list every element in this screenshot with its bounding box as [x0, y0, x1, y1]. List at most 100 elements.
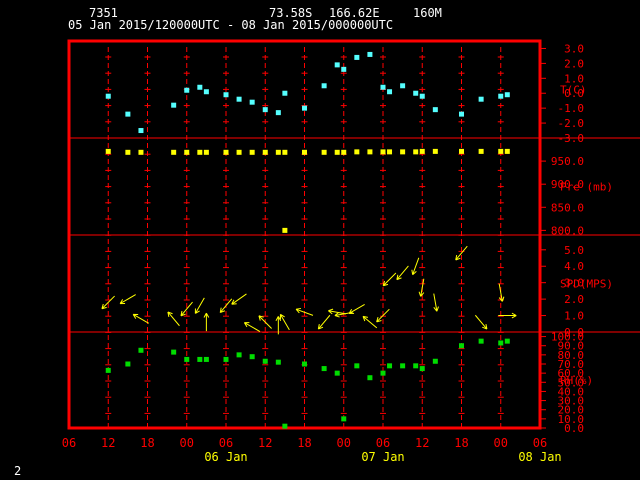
wind-arrow	[348, 304, 365, 314]
rh-point	[419, 366, 425, 372]
x-tick-label: 06	[533, 436, 547, 450]
pres-point	[419, 148, 425, 154]
temp-point	[236, 96, 242, 102]
y-tick-label: -1.0	[558, 102, 585, 115]
rh-point	[197, 356, 203, 362]
temp-point	[223, 92, 229, 98]
temp-point	[419, 93, 425, 99]
y-tick-label: 60.0	[558, 367, 585, 380]
y-tick-label: 900.0	[551, 178, 584, 191]
wind-arrow	[474, 314, 488, 330]
pres-point	[171, 149, 177, 155]
rh-point	[478, 338, 484, 344]
pres-point	[125, 149, 131, 155]
pres-point	[478, 148, 484, 154]
wind-arrow	[275, 316, 282, 335]
pres-point	[203, 149, 209, 155]
wind-arrow	[317, 314, 331, 330]
y-tick-label: 20.0	[558, 404, 585, 417]
temp-point	[459, 111, 464, 117]
pres-point	[380, 149, 386, 155]
y-tick-label: 0.0	[564, 326, 584, 339]
y-tick-label: 950.0	[551, 155, 584, 168]
wind-arrow	[231, 293, 247, 305]
rh-point	[321, 366, 327, 372]
temp-point	[262, 107, 268, 113]
pres-point	[413, 149, 419, 155]
x-tick-label: 00	[337, 436, 351, 450]
pres-point	[184, 149, 190, 155]
y-tick-label: 850.0	[551, 201, 584, 214]
temp-point	[432, 107, 438, 113]
temp-point	[334, 62, 340, 68]
rh-point	[400, 363, 406, 369]
pres-point	[459, 148, 464, 154]
y-tick-label: 0.0	[564, 422, 584, 435]
temp-point	[197, 84, 203, 90]
rh-point	[459, 343, 464, 349]
panel-label-pres: Pre (mb)	[560, 181, 613, 194]
rh-point	[223, 356, 229, 362]
wind-arrow	[433, 293, 439, 312]
rh-point	[275, 359, 281, 365]
temp-point	[125, 111, 131, 117]
pres-point	[275, 149, 281, 155]
y-tick-label: 0.0	[564, 87, 584, 100]
temp-point	[400, 83, 406, 89]
rh-point	[334, 370, 340, 376]
x-tick-label: 00	[180, 436, 194, 450]
wind-arrow	[167, 311, 180, 327]
wind-arrow	[203, 312, 210, 332]
y-tick-label: 10.0	[558, 413, 585, 426]
y-tick-label: 5.0	[564, 244, 584, 257]
x-tick-label: 18	[297, 436, 311, 450]
rh-point	[171, 349, 177, 355]
wind-arrow	[279, 313, 290, 331]
x-tick-label: 12	[415, 436, 429, 450]
pres-point	[138, 149, 144, 155]
wind-arrow	[411, 257, 420, 276]
rh-point	[413, 363, 419, 369]
wind-arrow	[396, 265, 409, 281]
wind-arrow	[498, 283, 505, 302]
rh-point	[504, 338, 510, 344]
wind-arrow	[498, 312, 517, 319]
y-tick-label: 80.0	[558, 349, 585, 362]
rh-point	[367, 375, 373, 381]
temp-point	[302, 105, 307, 111]
rh-point	[249, 354, 255, 360]
pres-point	[236, 149, 242, 155]
temp-point	[498, 93, 504, 99]
footer-number: 2	[14, 464, 22, 478]
rh-point	[354, 363, 360, 369]
temp-point	[184, 87, 190, 93]
wind-arrow	[194, 297, 205, 314]
temp-point	[413, 90, 419, 96]
y-tick-label: 3.0	[564, 42, 584, 55]
temp-point	[249, 99, 255, 105]
station-elevation: 160M	[413, 6, 442, 20]
y-tick-label: 3.0	[564, 277, 584, 290]
y-tick-label: -2.0	[558, 117, 585, 130]
rh-point	[262, 358, 268, 364]
pres-point	[341, 149, 347, 155]
wind-arrow	[243, 322, 261, 333]
x-tick-label: 18	[454, 436, 468, 450]
x-tick-label: 06	[62, 436, 76, 450]
x-tick-label: 12	[258, 436, 272, 450]
pres-point	[302, 149, 307, 155]
wind-arrow	[455, 245, 468, 261]
temp-point	[275, 110, 281, 116]
temp-point	[478, 96, 484, 102]
y-tick-label: 100.0	[551, 331, 584, 344]
temp-point	[171, 102, 177, 108]
rh-point	[387, 363, 393, 369]
wind-arrow	[258, 315, 272, 329]
wind-arrow	[382, 272, 397, 287]
temp-point	[203, 89, 209, 95]
y-tick-label: 1.0	[564, 72, 584, 85]
rh-point	[138, 347, 144, 353]
temp-point	[380, 84, 386, 90]
wind-arrow	[101, 295, 115, 310]
pres-point	[432, 148, 438, 154]
